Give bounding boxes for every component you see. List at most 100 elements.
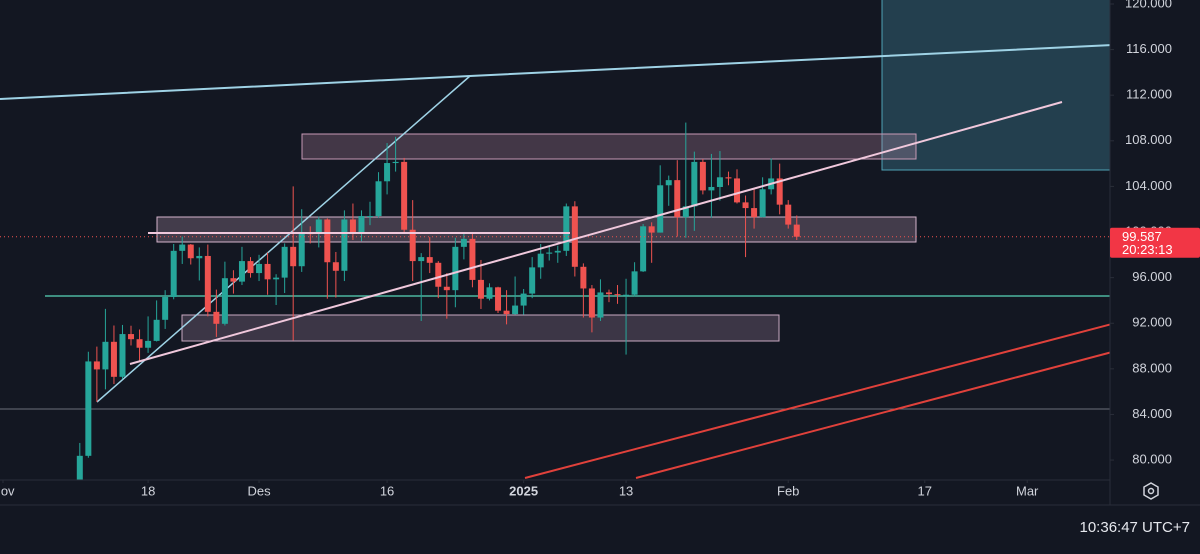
x-tick-label: 18 bbox=[141, 483, 155, 498]
y-tick-label: 116.000 bbox=[1126, 41, 1172, 56]
candle-body bbox=[264, 263, 271, 280]
candle-body bbox=[162, 297, 169, 320]
y-tick-label: 80.000 bbox=[1132, 451, 1172, 466]
axes: 120.000116.000112.000108.000104.000100.0… bbox=[0, 0, 1200, 498]
y-tick-label: 120.000 bbox=[1125, 0, 1172, 10]
target-zone bbox=[881, 0, 1110, 171]
candle-body bbox=[725, 177, 732, 179]
trend-line bbox=[129, 101, 1063, 365]
countdown-label: 20:23:13 bbox=[1122, 242, 1173, 257]
candle-body bbox=[605, 292, 612, 295]
candle-body bbox=[392, 161, 399, 164]
candle-body bbox=[290, 246, 297, 267]
candle-body bbox=[128, 334, 135, 340]
candle-body bbox=[554, 250, 561, 253]
candle-body bbox=[699, 161, 706, 191]
candle-body bbox=[110, 341, 117, 377]
y-tick-label: 84.000 bbox=[1132, 406, 1172, 421]
candle-body bbox=[145, 340, 152, 348]
candle-body bbox=[751, 208, 758, 218]
candle-body bbox=[469, 238, 476, 280]
candle-body bbox=[179, 244, 186, 251]
candle-body bbox=[221, 278, 228, 324]
candle-body bbox=[460, 238, 467, 247]
candle-body bbox=[486, 287, 493, 299]
settings-dot[interactable] bbox=[1147, 487, 1155, 495]
candle-body bbox=[238, 261, 245, 282]
candle-body bbox=[332, 262, 339, 271]
support-zone bbox=[181, 314, 780, 342]
candle-body bbox=[537, 253, 544, 268]
last-price-label: 99.587 bbox=[1122, 229, 1162, 244]
status-bar bbox=[0, 505, 1200, 554]
candle-body bbox=[256, 263, 263, 274]
y-tick-label: 108.000 bbox=[1125, 132, 1172, 147]
candle-body bbox=[119, 334, 126, 377]
candle-body bbox=[793, 224, 800, 237]
x-tick-label: 13 bbox=[619, 483, 633, 498]
y-tick-label: 88.000 bbox=[1132, 360, 1172, 375]
candle-body bbox=[597, 292, 604, 318]
candle-body bbox=[631, 271, 638, 295]
candle-body bbox=[682, 206, 689, 218]
trend-line bbox=[96, 75, 471, 403]
candle-body bbox=[358, 216, 365, 233]
candle-body bbox=[742, 202, 749, 209]
candle-body bbox=[298, 233, 305, 267]
candle-body bbox=[213, 311, 220, 324]
candle-body bbox=[435, 262, 442, 287]
x-tick-label: Des bbox=[247, 483, 271, 498]
x-tick-label: Feb bbox=[777, 483, 799, 498]
candle-body bbox=[580, 266, 587, 289]
candle-body bbox=[196, 255, 203, 259]
candle-body bbox=[546, 252, 553, 254]
candle-body bbox=[230, 278, 237, 282]
channel-line bbox=[524, 323, 1110, 479]
candle-body bbox=[281, 246, 288, 278]
candle-body bbox=[273, 277, 280, 280]
last-price-box bbox=[1110, 227, 1200, 258]
candle-body bbox=[349, 219, 356, 233]
channel-line bbox=[635, 351, 1110, 479]
candle-body bbox=[136, 339, 143, 348]
candle-body bbox=[776, 178, 783, 205]
candle-body bbox=[665, 180, 672, 186]
candle-body bbox=[563, 206, 570, 251]
candle-body bbox=[384, 163, 391, 182]
candle-body bbox=[674, 180, 681, 218]
candle-body bbox=[247, 261, 254, 274]
candle-body bbox=[708, 186, 715, 191]
y-tick-label: 104.000 bbox=[1125, 178, 1172, 193]
candle-body bbox=[477, 279, 484, 299]
candle-body bbox=[452, 246, 459, 291]
mid-zone bbox=[156, 216, 917, 243]
candle-body bbox=[204, 255, 211, 312]
y-tick-label: 92.000 bbox=[1132, 315, 1172, 330]
candle-body bbox=[324, 219, 331, 263]
settings-hexagon[interactable] bbox=[1143, 482, 1159, 500]
candle-body bbox=[657, 185, 664, 233]
candle-body bbox=[495, 287, 502, 311]
candle-body bbox=[716, 177, 723, 187]
x-tick-label: 2025 bbox=[509, 483, 538, 498]
candle-body bbox=[691, 161, 698, 207]
candle-body bbox=[529, 267, 536, 294]
clock: 10:36:47 UTC+7 bbox=[1080, 519, 1191, 536]
candle-body bbox=[623, 294, 630, 296]
candle-body bbox=[512, 305, 519, 315]
candle-body bbox=[588, 288, 595, 318]
candle-body bbox=[401, 161, 408, 230]
y-tick-label: 112.000 bbox=[1126, 87, 1172, 102]
candle-body bbox=[367, 216, 373, 218]
settings-icon[interactable] bbox=[1143, 482, 1159, 500]
candle-body bbox=[375, 181, 382, 217]
candles bbox=[0, 122, 1110, 480]
candle-body bbox=[571, 206, 578, 267]
candle-body bbox=[426, 257, 433, 263]
candle-body bbox=[759, 189, 766, 218]
y-tick-label: 96.000 bbox=[1132, 269, 1172, 284]
candle-body bbox=[640, 226, 647, 272]
